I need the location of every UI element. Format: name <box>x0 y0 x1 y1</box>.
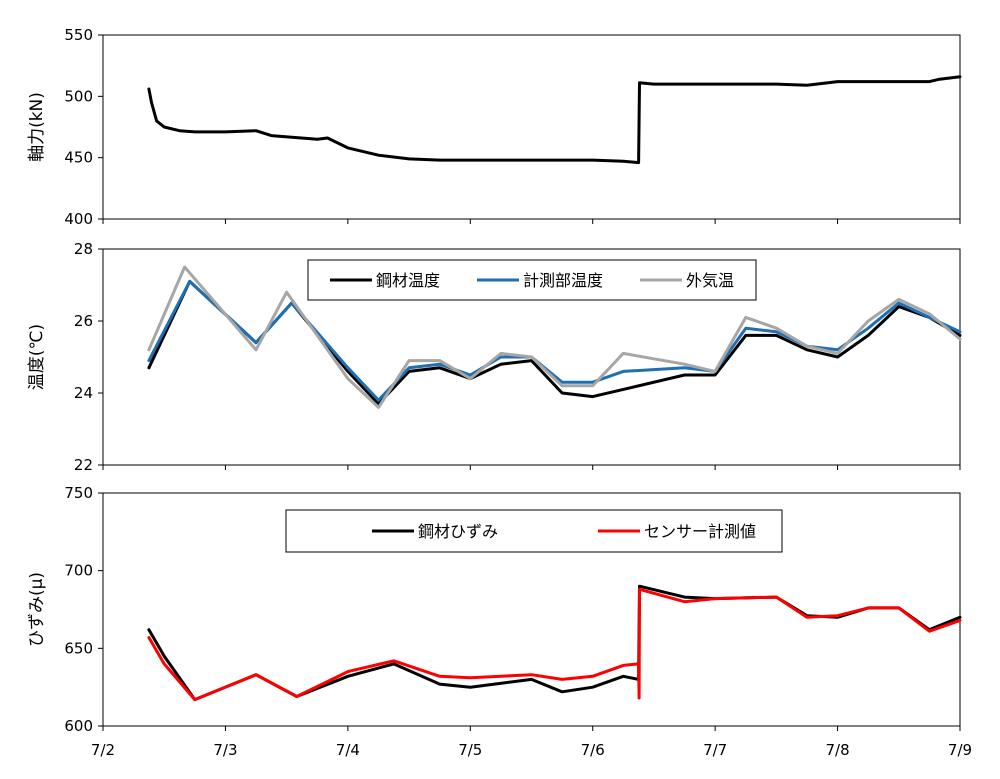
x-tick-label: 7/7 <box>703 741 727 759</box>
y-tick-label: 600 <box>64 717 93 735</box>
legend-label: 外気温 <box>686 271 734 290</box>
legend-box <box>285 509 783 553</box>
plot-area-3 <box>102 492 961 727</box>
y-tick-label: 650 <box>64 639 93 657</box>
y-tick-label: 28 <box>74 240 93 258</box>
series-line-鋼材温度 <box>147 279 962 406</box>
y-axis-title: 軸力(kN) <box>27 92 47 162</box>
x-tick-label: 7/8 <box>826 741 850 759</box>
series-line-センサー計測値 <box>147 587 962 702</box>
y-axis-title: ひずみ(μ) <box>27 572 47 647</box>
y-tick-label: 550 <box>64 26 93 44</box>
series-line-外気温 <box>147 265 962 409</box>
y-tick-label: 750 <box>64 484 93 502</box>
x-tick-label: 7/6 <box>581 741 605 759</box>
y-tick-label: 500 <box>64 87 93 105</box>
plot-area-2 <box>102 248 961 466</box>
y-tick-label: 22 <box>74 456 93 474</box>
y-tick-label: 450 <box>64 149 93 167</box>
x-tick-label: 7/4 <box>336 741 360 759</box>
legend-label: センサー計測値 <box>644 522 756 541</box>
y-tick-label: 700 <box>64 562 93 580</box>
y-tick-label: 24 <box>74 384 93 402</box>
series-line-1-1 <box>147 75 962 165</box>
y-axis-title: 温度(℃) <box>27 324 47 390</box>
x-tick-label: 7/3 <box>213 741 237 759</box>
legend-label: 計測部温度 <box>523 271 603 290</box>
legend-label: 鋼材温度 <box>376 271 440 290</box>
x-tick-label: 7/9 <box>948 741 972 759</box>
y-tick-label: 26 <box>74 312 93 330</box>
x-tick-label: 7/2 <box>91 741 115 759</box>
x-tick-label: 7/5 <box>458 741 482 759</box>
y-tick-label: 400 <box>64 210 93 228</box>
legend-label: 鋼材ひずみ <box>418 522 498 541</box>
plot-area-1 <box>102 34 961 220</box>
